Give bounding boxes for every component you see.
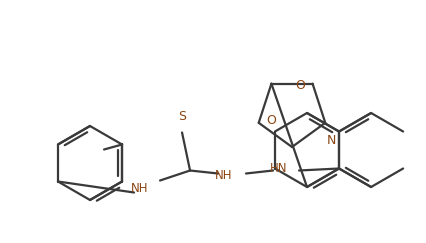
Text: N: N [327, 134, 336, 148]
Text: HN: HN [270, 162, 287, 175]
Text: NH: NH [130, 182, 148, 195]
Text: O: O [296, 79, 305, 92]
Text: NH: NH [215, 169, 232, 182]
Text: O: O [266, 114, 276, 127]
Text: S: S [178, 110, 186, 122]
